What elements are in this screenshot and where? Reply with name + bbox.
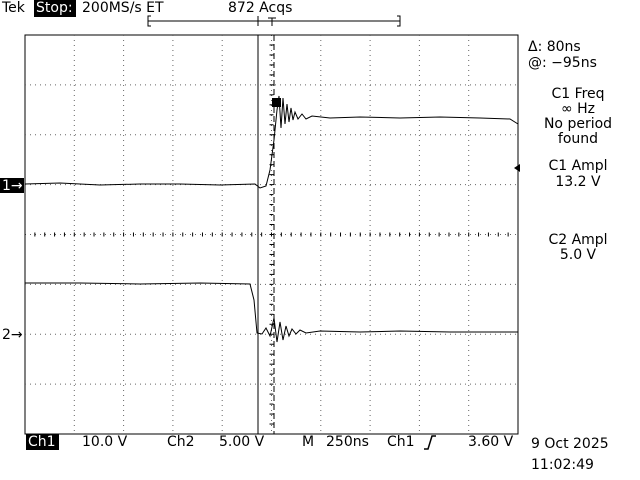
ch1-waveform	[24, 95, 519, 189]
ch1-marker-bg	[0, 178, 24, 193]
ch2-scale: 5.00 V	[219, 434, 265, 450]
c2-ampl-label: C2 Ampl	[548, 232, 607, 248]
status-bg	[34, 0, 76, 17]
sample-rate: 200MS/s ET	[82, 0, 164, 16]
ch2-label: Ch2	[167, 434, 195, 450]
delta-readout: Δ: 80ns	[528, 39, 581, 55]
record-bar	[147, 15, 401, 27]
at-readout: @: −95ns	[528, 55, 597, 71]
ch1-label: Ch1	[28, 434, 56, 450]
trigger-level-arrow	[514, 164, 520, 172]
trigger-slope-icon	[424, 435, 436, 450]
c1-freq-label: C1 Freq	[551, 86, 604, 102]
c1-freq-note: No period	[544, 116, 612, 132]
c1-ampl-label: C1 Ampl	[548, 158, 607, 174]
trigger-source: Ch1	[387, 434, 415, 450]
timebase-label: M	[302, 434, 314, 450]
acquisitions: 872 Acqs	[228, 0, 292, 16]
c1-freq-value: ∞ Hz	[561, 101, 595, 117]
ch1-scale: 10.0 V	[82, 434, 128, 450]
c1-ampl-value: 13.2 V	[555, 174, 601, 190]
ch2-waveform	[25, 282, 518, 343]
c2-ampl-value: 5.0 V	[560, 247, 597, 263]
c1-freq-note: found	[558, 131, 598, 147]
graticule	[24, 34, 519, 435]
time: 11:02:49	[531, 457, 594, 473]
ch2-marker: 2→	[2, 327, 23, 343]
ch1-marker: 1→	[2, 178, 23, 194]
record-marker	[257, 16, 276, 26]
trigger-marker	[272, 98, 281, 107]
timebase: 250ns	[326, 434, 369, 450]
ch1-label-bg	[26, 434, 59, 450]
date: 9 Oct 2025	[531, 436, 609, 452]
trigger-level: 3.60 V	[468, 434, 514, 450]
status: Stop:	[36, 0, 73, 16]
brand: Tek	[1, 0, 26, 16]
